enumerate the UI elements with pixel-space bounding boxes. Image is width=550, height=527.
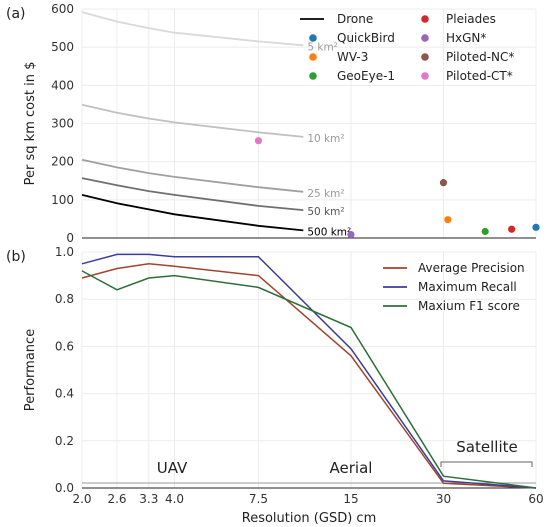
panel-a-y-axis-label: Per sq km cost in $ <box>23 62 38 186</box>
legend-label-wv-3: WV-3 <box>337 50 368 64</box>
legend-label-pleiades: Pleiades <box>446 12 496 26</box>
drone-curve-label-5-km: 5 km² <box>307 41 338 53</box>
panel-a-y-tick-label: 600 <box>51 2 74 16</box>
panel-b-y-tick-label: 0.4 <box>55 387 74 401</box>
panel-a-y-ticks: 0 100 200 300 400 500 600 <box>51 2 74 245</box>
point-piloted-nc <box>439 179 448 187</box>
series-line-maxium-f1-score <box>81 270 537 489</box>
drone-curve-label-25-km: 25 km² <box>307 188 344 200</box>
panel-b-x-tick-label: 4.0 <box>165 492 184 506</box>
panel-b-x-tick-label: 7.5 <box>249 492 268 506</box>
legend-label-average-precision: Average Precision <box>418 261 525 275</box>
annotation-satellite: Satellite <box>456 438 517 456</box>
annotation-aerial: Aerial <box>330 459 373 477</box>
legend-label-piloted-nc: Piloted-NC* <box>446 50 514 64</box>
panel-a-y-tick-label: 200 <box>51 155 74 169</box>
panel-a-y-tick-label: 100 <box>51 193 74 207</box>
panel-a: 5 km² 10 km² 25 km² 50 km² 500 km² 0 100 200 30… <box>6 2 540 245</box>
drone-curve-label-10-km: 10 km² <box>307 133 344 145</box>
panel-b-x-tick-label: 2.6 <box>107 492 126 506</box>
legend-swatch-wv-3 <box>309 53 317 61</box>
legend-label-maxium-f1-score: Maxium F1 score <box>418 299 520 313</box>
legend-label-hxgn: HxGN* <box>446 31 486 45</box>
panel-a-label: (a) <box>6 6 26 22</box>
legend-drone-label: Drone <box>337 12 373 26</box>
annotation-uav: UAV <box>157 459 188 477</box>
legend-swatch-hxgn <box>421 34 429 42</box>
panel-a-y-tick-label: 500 <box>51 40 74 54</box>
panel-b-annotations: UAV Aerial Satellite <box>157 438 533 477</box>
panel-a-drone-curves: 5 km² 10 km² 25 km² 50 km² 500 km² <box>81 11 351 238</box>
panel-a-legend: Drone QuickBird WV-3 GeoEye-1 Pleiades HxGN* P… <box>300 12 514 83</box>
panel-a-y-tick-label: 0 <box>66 231 74 245</box>
panel-b-x-tick-label: 60 <box>528 492 543 506</box>
panel-b-x-ticks: 2.0 2.6 3.3 4.0 7.5 15 30 60 <box>72 492 543 506</box>
point-wv-3 <box>444 216 452 224</box>
legend-label-piloted-ct: Piloted-CT* <box>446 69 513 83</box>
point-pleiades <box>508 225 516 233</box>
panel-b-label: (b) <box>6 249 26 265</box>
point-hxgn <box>347 230 355 239</box>
drone-curve-5-km <box>81 11 304 47</box>
panel-b-y-tick-label: 0.0 <box>55 481 74 495</box>
legend-swatch-quickbird <box>309 34 317 42</box>
legend-swatch-piloted-nc <box>421 53 429 61</box>
drone-curve-50-km <box>81 177 304 211</box>
panel-a-grid <box>81 8 537 239</box>
panel-b-x-tick-label: 2.0 <box>72 492 91 506</box>
panel-b-series-lines <box>81 253 537 489</box>
legend-swatch-geoeye-1 <box>309 72 317 80</box>
panel-a-y-tick-label: 400 <box>51 78 74 92</box>
series-line-maximum-recall <box>81 253 537 489</box>
drone-curve-25-km <box>81 158 304 193</box>
drone-curve-label-500-km: 500 km² <box>307 226 351 238</box>
legend-label-geoeye-1: GeoEye-1 <box>337 69 395 83</box>
legend-label-maximum-recall: Maximum Recall <box>418 280 517 294</box>
panel-b-x-tick-label: 30 <box>436 492 451 506</box>
drone-curve-10-km <box>81 103 304 138</box>
panel-b-y-ticks: 0.0 0.2 0.4 0.6 0.8 1.0 <box>55 245 74 495</box>
panel-a-satellite-points <box>254 137 540 239</box>
panel-b-y-axis-label: Performance <box>23 329 38 411</box>
panel-a-y-tick-label: 300 <box>51 117 74 131</box>
panel-b-grid <box>81 251 537 489</box>
panel-b-x-tick-label: 3.3 <box>139 492 158 506</box>
panel-b-x-axis-label: Resolution (GSD) cm <box>242 511 376 526</box>
panel-b-x-tick-label: 15 <box>343 492 358 506</box>
legend-swatch-piloted-ct <box>421 72 429 80</box>
point-piloted-ct <box>254 137 263 145</box>
point-quickbird <box>532 223 540 231</box>
point-geoeye-1 <box>481 227 489 236</box>
panel-b: 0.0 0.2 0.4 0.6 0.8 1.0 2.0 2.6 3.3 4.0 7.5 15 30 60… <box>6 245 544 526</box>
panel-b-y-tick-label: 1.0 <box>55 245 74 259</box>
legend-label-quickbird: QuickBird <box>337 31 395 45</box>
drone-curve-500-km <box>81 194 304 232</box>
panel-b-y-tick-label: 0.2 <box>55 434 74 448</box>
legend-swatch-pleiades <box>421 15 429 23</box>
panel-b-y-tick-label: 0.6 <box>55 339 74 353</box>
satellite-bracket <box>440 461 533 467</box>
panel-b-legend: Average Precision Maximum Recall Maxium F1… <box>383 261 525 313</box>
series-line-average-precision <box>81 263 537 489</box>
panel-b-y-tick-label: 0.8 <box>55 292 74 306</box>
drone-curve-label-50-km: 50 km² <box>307 206 344 218</box>
